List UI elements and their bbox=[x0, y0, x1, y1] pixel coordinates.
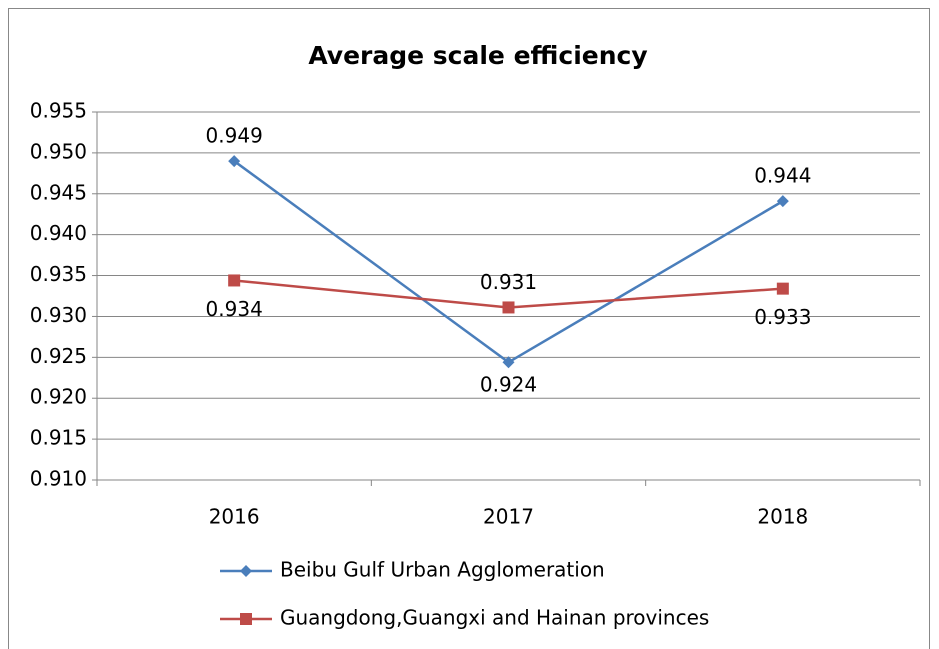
chart-title: Average scale efficiency bbox=[308, 41, 647, 70]
x-tick-label: 2017 bbox=[483, 505, 534, 529]
x-tick-label: 2018 bbox=[757, 505, 808, 529]
y-tick-label: 0.930 bbox=[30, 303, 87, 327]
data-label: 0.924 bbox=[480, 373, 537, 397]
y-tick-label: 0.955 bbox=[30, 99, 87, 123]
data-label: 0.949 bbox=[206, 124, 263, 148]
y-tick-label: 0.940 bbox=[30, 221, 87, 245]
series-line bbox=[233, 160, 784, 364]
marker bbox=[240, 613, 252, 625]
y-tick-label: 0.910 bbox=[30, 467, 87, 491]
y-tick-label: 0.950 bbox=[30, 139, 87, 163]
marker bbox=[776, 282, 789, 295]
chart-frame bbox=[8, 8, 930, 649]
y-tick-label: 0.915 bbox=[30, 426, 87, 450]
data-label: 0.933 bbox=[754, 305, 811, 329]
marker bbox=[776, 195, 789, 208]
y-tick-label: 0.935 bbox=[30, 262, 87, 286]
marker bbox=[228, 274, 241, 287]
y-tick-label: 0.920 bbox=[30, 385, 87, 409]
data-label: 0.931 bbox=[480, 270, 537, 294]
data-label: 0.944 bbox=[754, 164, 811, 188]
x-tick-label: 2016 bbox=[209, 505, 260, 529]
marker bbox=[228, 155, 241, 168]
y-tick-label: 0.925 bbox=[30, 344, 87, 368]
data-label: 0.934 bbox=[206, 297, 263, 321]
legend-label: Guangdong,Guangxi and Hainan provinces bbox=[280, 606, 709, 630]
legend-label: Beibu Gulf Urban Agglomeration bbox=[280, 558, 605, 582]
y-tick-label: 0.945 bbox=[30, 180, 87, 204]
marker bbox=[502, 301, 515, 314]
marker bbox=[502, 356, 515, 369]
marker bbox=[240, 565, 252, 577]
